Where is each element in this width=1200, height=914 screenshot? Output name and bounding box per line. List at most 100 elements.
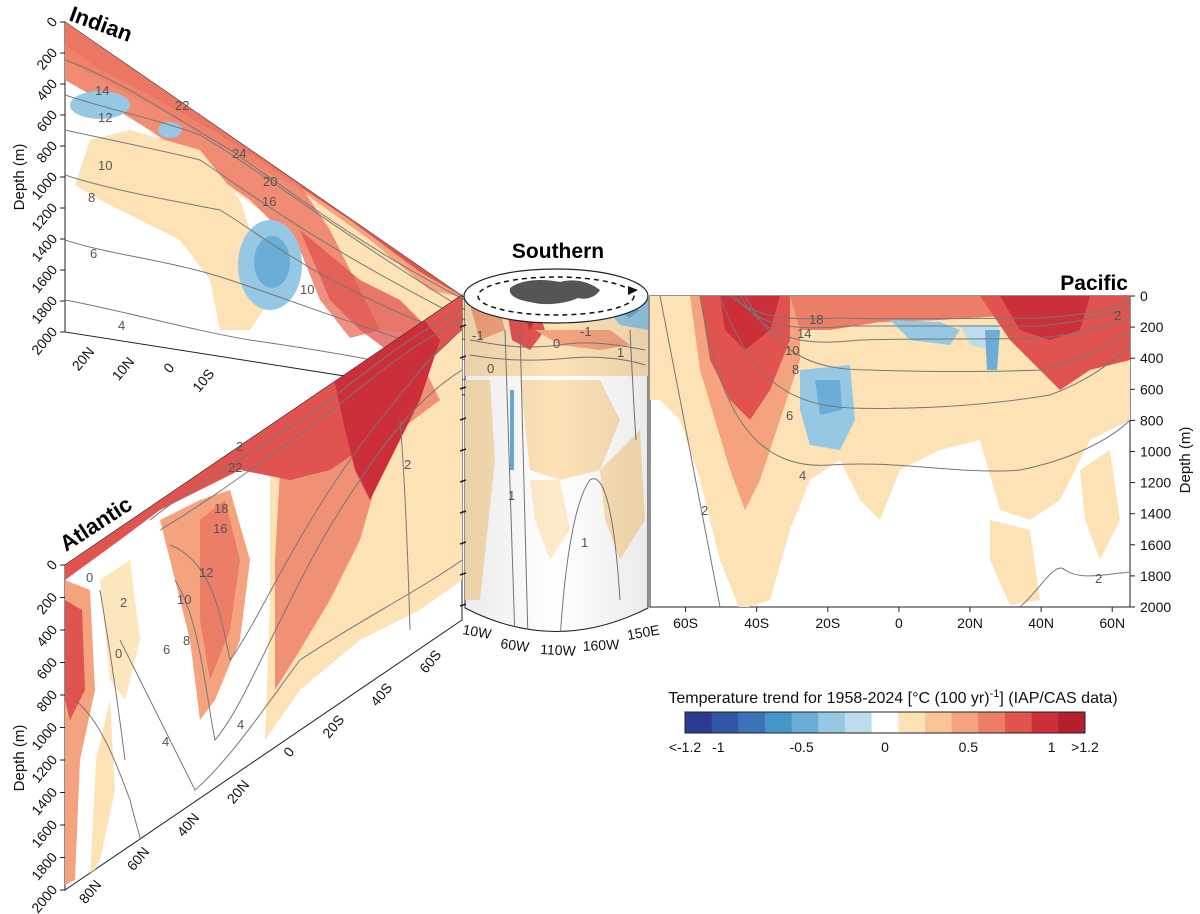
- indian-panel: 14 12 10 8 6 4 20 22 24 16 10 0 Indian D…: [11, 1, 466, 396]
- y-tick-label: 0: [43, 13, 60, 29]
- contour-label: 24: [232, 146, 246, 161]
- colorbar-cell: [845, 712, 873, 733]
- contour-label: 2: [236, 439, 243, 454]
- colorbar-cell: [898, 712, 926, 733]
- colorbar-tick-labels: <-1.2 -1 -0.5 0 0.5 1 >1.2: [669, 739, 1099, 755]
- depth-tick-mark: [459, 572, 467, 576]
- x-tick-label: 60S: [416, 647, 444, 676]
- contour-label: 10: [785, 343, 799, 358]
- contour-label: 2: [1095, 571, 1102, 586]
- y-tick-label: 800: [33, 137, 60, 165]
- colorbar-cell: [951, 712, 979, 733]
- y-tick-label: 200: [33, 589, 60, 617]
- contour-label: 0: [86, 570, 93, 585]
- southern-basin-title: Southern: [512, 240, 604, 263]
- contour-label: 20: [263, 174, 277, 189]
- y-tick-label: 400: [1140, 350, 1164, 366]
- depth-tick-mark: [459, 417, 467, 421]
- colorbar-tick-label: >1.2: [1071, 739, 1099, 755]
- depth-tick-mark: [459, 386, 467, 390]
- colorbar-title: Temperature trend for 1958-2024 [°C (100…: [668, 688, 1117, 707]
- colorbar-tick-label: -0.5: [790, 739, 814, 755]
- depth-tick-mark: [459, 355, 467, 359]
- contour-label: 22: [175, 98, 189, 113]
- x-tick-label: 60N: [1099, 615, 1125, 631]
- x-tick-label: 0: [895, 615, 903, 631]
- contour-label: 12: [98, 110, 112, 125]
- colorbar-cell: [711, 712, 739, 733]
- arrow-head-icon: [628, 286, 638, 295]
- y-tick-label: 200: [33, 44, 60, 72]
- contour-label: 8: [183, 633, 190, 648]
- colorbar-cell: [1058, 712, 1086, 733]
- y-tick-label: 1000: [28, 168, 60, 202]
- colorbar-cell: [765, 712, 793, 733]
- indian-y-label: Depth (m): [11, 144, 28, 211]
- contour-label: 6: [90, 246, 97, 261]
- colorbar-cell: [1031, 712, 1059, 733]
- colorbar-cell: [871, 712, 899, 733]
- x-tick-label: 20N: [224, 777, 253, 807]
- pacific-shading: [650, 296, 1130, 607]
- atlantic-y-label: Depth (m): [11, 725, 28, 792]
- antarctica-icon: [509, 280, 600, 305]
- contour-label: 4: [118, 318, 125, 333]
- contour-label: 0: [115, 646, 122, 661]
- contour-label: 4: [799, 468, 806, 483]
- colorbar-cell: [925, 712, 953, 733]
- y-tick-label: 1600: [1140, 537, 1171, 553]
- y-tick-label: 0: [1140, 288, 1148, 304]
- indian-shading: [65, 22, 465, 360]
- x-tick-label: 60N: [124, 844, 153, 874]
- contour-label: 6: [163, 642, 170, 657]
- x-tick-label: 20N: [69, 344, 98, 374]
- x-tick-label: 10W: [461, 621, 493, 642]
- colorbar-cell: [791, 712, 819, 733]
- y-tick-label: 2000: [28, 881, 60, 914]
- contour-label: 18: [809, 312, 823, 327]
- contour-label: 16: [213, 521, 227, 536]
- depth-tick-mark: [459, 541, 467, 545]
- pacific-basin-title: Pacific: [1060, 272, 1128, 295]
- contour-label: 14: [797, 326, 811, 341]
- y-tick-label: 600: [1140, 381, 1164, 397]
- southern-cylinder-shade: [465, 296, 648, 632]
- x-tick-label: 40N: [174, 810, 203, 840]
- pacific-contour-labels: 18 14 10 8 6 4 2 2 2: [701, 308, 1121, 586]
- circumpolar-current-arrow: [477, 276, 635, 316]
- contour-label: 10: [177, 592, 191, 607]
- contour-label: 4: [237, 717, 244, 732]
- x-tick-label: 80N: [76, 877, 105, 907]
- contour-label: 12: [199, 565, 213, 580]
- y-tick-label: 1200: [1140, 475, 1171, 491]
- y-tick-label: 1400: [28, 784, 60, 818]
- atlantic-contours: [74, 309, 462, 890]
- colorbar-tick-label: 1: [1048, 739, 1056, 755]
- contour-label: 2: [120, 595, 127, 610]
- y-tick-label: 1200: [28, 751, 60, 785]
- x-tick-label: 60S: [673, 615, 698, 631]
- x-tick-label: 40S: [367, 680, 395, 709]
- colorbar-cell: [1005, 712, 1033, 733]
- y-tick-label: 600: [33, 106, 60, 134]
- x-tick-label: 0: [280, 743, 297, 759]
- y-tick-label: 600: [33, 654, 60, 682]
- colorbar-cell: [685, 712, 713, 733]
- y-tick-label: 800: [33, 686, 60, 714]
- pacific-x-ticks: 60S 40S 20S 0 20N 40N 60N: [673, 607, 1125, 631]
- atlantic-contour-labels: 0 2 0 4 6 8 10 12 16 18 22 2 4 2: [86, 439, 411, 749]
- y-tick-label: 1600: [28, 816, 60, 850]
- x-tick-label: 10N: [109, 354, 138, 384]
- depth-tick-mark: [459, 324, 467, 328]
- contour-label: 8: [792, 362, 799, 377]
- y-tick-label: 1200: [28, 199, 60, 233]
- depth-tick-mark: [459, 510, 467, 514]
- pacific-contours: [659, 296, 1130, 607]
- pacific-panel: 18 14 10 8 6 4 2 2 2 Pacific Depth (m) 0…: [649, 272, 1194, 631]
- depth-tick-mark: [459, 603, 467, 607]
- colorbar-tick-label: 0: [881, 739, 889, 755]
- y-tick-label: 2000: [28, 323, 60, 357]
